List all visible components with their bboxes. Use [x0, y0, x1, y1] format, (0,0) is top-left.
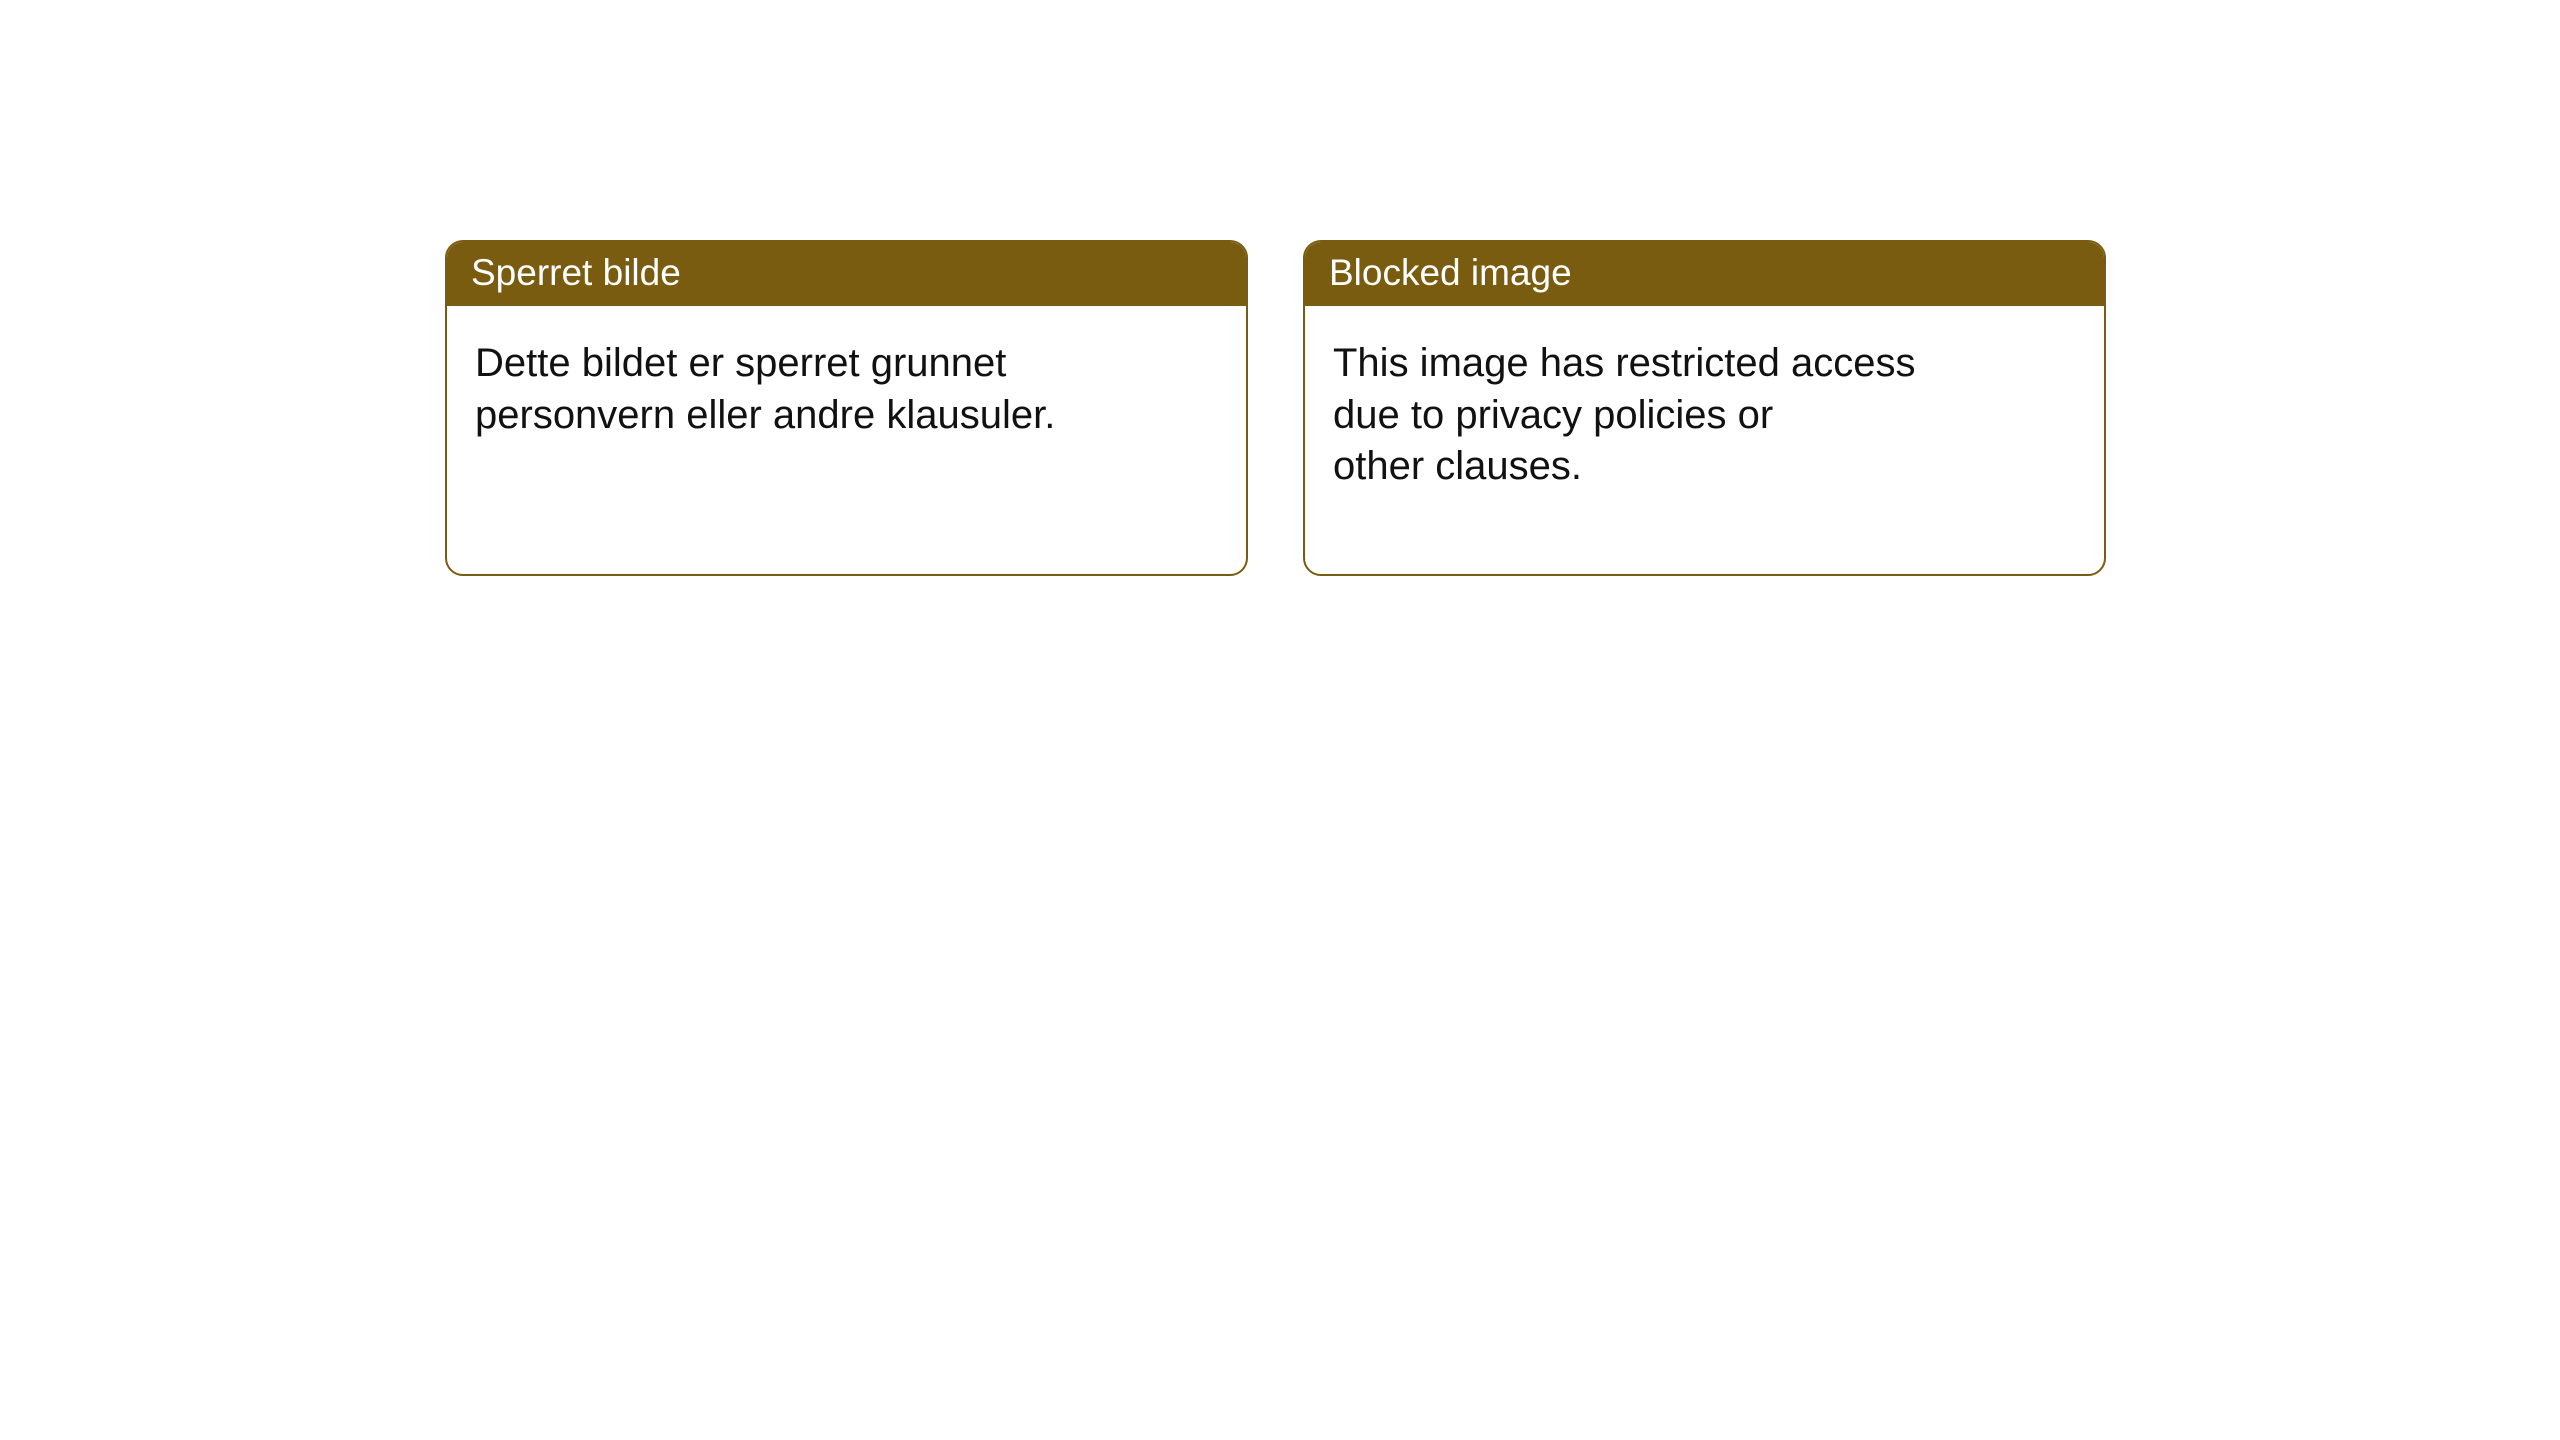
card-body: This image has restricted access due to … [1305, 306, 1985, 512]
card-body-text: Dette bildet er sperret grunnet personve… [475, 341, 1055, 436]
card-header: Blocked image [1305, 242, 2104, 306]
blocked-image-card-no: Sperret bilde Dette bildet er sperret gr… [445, 240, 1248, 576]
blocked-image-card-en: Blocked image This image has restricted … [1303, 240, 2106, 576]
card-body-text: This image has restricted access due to … [1333, 341, 1915, 487]
page-stage: Sperret bilde Dette bildet er sperret gr… [0, 0, 2560, 1440]
card-title: Sperret bilde [471, 252, 681, 293]
card-title: Blocked image [1329, 252, 1572, 293]
card-body: Dette bildet er sperret grunnet personve… [447, 306, 1127, 460]
cards-row: Sperret bilde Dette bildet er sperret gr… [445, 240, 2106, 576]
card-header: Sperret bilde [447, 242, 1246, 306]
